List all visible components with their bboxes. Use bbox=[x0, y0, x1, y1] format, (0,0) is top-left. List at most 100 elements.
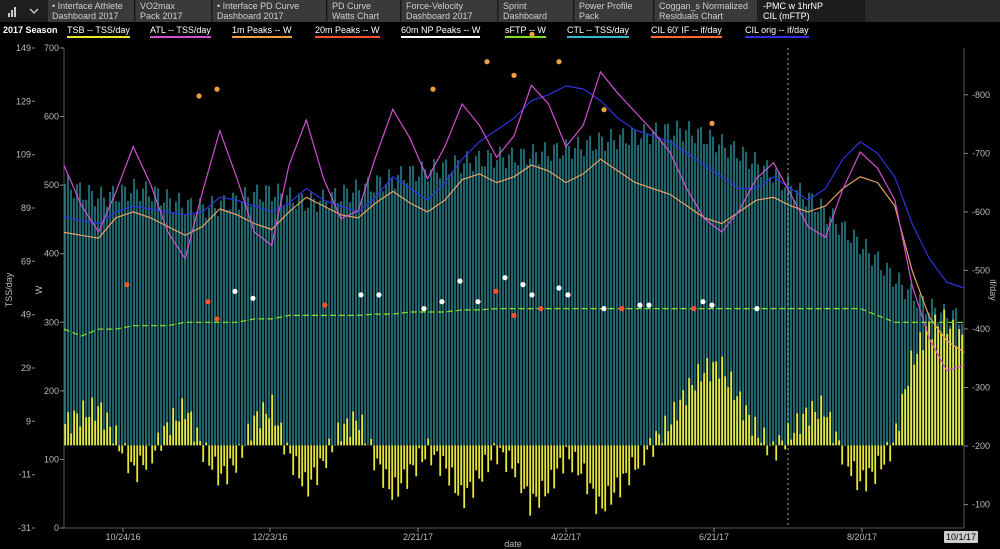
chart-menu-icon[interactable] bbox=[0, 0, 49, 22]
tsb-bar bbox=[220, 445, 223, 474]
tsb-bar bbox=[421, 445, 424, 463]
tsb-bar bbox=[949, 328, 952, 446]
ctl-bar bbox=[178, 192, 181, 446]
ctl-bar bbox=[739, 160, 742, 446]
tsb-bar bbox=[841, 445, 844, 465]
ctl-bar bbox=[409, 166, 412, 446]
peak-1m-point bbox=[484, 59, 490, 65]
tsb-bar bbox=[694, 390, 697, 446]
ctl-bar bbox=[283, 206, 286, 446]
tsb-bar bbox=[202, 445, 205, 462]
tab-7[interactable]: Power Profile Pack bbox=[575, 0, 654, 22]
peak-20m-point bbox=[214, 316, 220, 322]
legend-item-2[interactable]: ATL -- TSS/day bbox=[150, 25, 211, 38]
ctl-bar bbox=[520, 148, 523, 446]
ctl-bar bbox=[82, 199, 85, 446]
ctl-bar bbox=[667, 123, 670, 446]
legend-item-8[interactable]: CIL 60' IF -- if/day bbox=[651, 25, 722, 38]
tsb-bar bbox=[397, 445, 400, 497]
tsb-bar bbox=[103, 429, 106, 446]
tab-5[interactable]: Force-Velocity Dashboard 2017 bbox=[402, 0, 498, 22]
y-w-tick-label: 600 bbox=[44, 112, 59, 122]
tsb-bar bbox=[478, 445, 481, 479]
ctl-bar bbox=[88, 184, 91, 446]
tab-1[interactable]: • Interface Athlete Dashboard 2017 bbox=[48, 0, 135, 22]
tsb-bar bbox=[547, 445, 550, 494]
y-tss-tick-label: 149 bbox=[16, 43, 31, 53]
legend-item-1[interactable]: TSB -- TSS/day bbox=[67, 25, 130, 38]
ctl-bar bbox=[748, 168, 751, 446]
tsb-bar bbox=[241, 445, 244, 458]
ctl-bar bbox=[649, 144, 652, 446]
tsb-bar bbox=[799, 433, 802, 446]
tsb-bar bbox=[634, 445, 637, 470]
tsb-bar bbox=[631, 445, 634, 458]
tsb-bar bbox=[874, 445, 877, 484]
ctl-bar bbox=[874, 254, 877, 446]
tab-6[interactable]: Sprint Dashboard bbox=[499, 0, 574, 22]
tsb-bar bbox=[940, 332, 943, 446]
tsb-bar bbox=[652, 445, 655, 457]
ctl-bar bbox=[358, 190, 361, 446]
ctl-bar bbox=[349, 202, 352, 446]
ctl-bar bbox=[307, 207, 310, 446]
ctl-bar bbox=[604, 150, 607, 446]
tsb-bar bbox=[262, 402, 265, 446]
tab-4[interactable]: PD Curve Watts Chart bbox=[328, 0, 401, 22]
legend-swatch bbox=[651, 36, 722, 38]
tsb-bar bbox=[388, 445, 391, 490]
tab-9[interactable]: -PMC w 1hrNP CIL (mFTP) bbox=[759, 0, 865, 22]
tsb-bar bbox=[778, 435, 781, 446]
tsb-bar bbox=[454, 445, 457, 494]
tsb-bar bbox=[577, 445, 580, 476]
tab-3[interactable]: • Interface PD Curve Dashboard 2017 bbox=[213, 0, 327, 22]
tsb-bar bbox=[304, 445, 307, 473]
ctl-bar bbox=[526, 164, 529, 446]
tsb-bar bbox=[394, 445, 397, 478]
ctl-bar bbox=[313, 198, 316, 446]
legend-item-3[interactable]: 1m Peaks -- W bbox=[232, 25, 292, 38]
tab-8[interactable]: Coggan_s Normalized Residuals Chart bbox=[655, 0, 758, 22]
ctl-bar bbox=[583, 156, 586, 446]
tsb-bar bbox=[886, 441, 889, 446]
ctl-bar bbox=[880, 270, 883, 446]
tsb-bar bbox=[943, 309, 946, 446]
tsb-bar bbox=[610, 445, 613, 505]
tsb-bar bbox=[673, 401, 676, 446]
ctl-bar bbox=[205, 217, 208, 446]
tsb-bar bbox=[664, 415, 667, 446]
ctl-bar bbox=[607, 141, 610, 446]
ctl-bar bbox=[814, 211, 817, 446]
legend-item-5[interactable]: 60m NP Peaks -- W bbox=[401, 25, 481, 38]
cil-orig-line bbox=[63, 85, 965, 289]
tab-2[interactable]: VO2max Pack 2017 bbox=[136, 0, 212, 22]
ctl-bar bbox=[754, 152, 757, 446]
tsb-bar bbox=[373, 445, 376, 471]
x-tick-label: 2/21/17 bbox=[403, 532, 433, 542]
legend-item-6[interactable]: sFTP -- W bbox=[505, 25, 546, 38]
tsb-bar bbox=[592, 445, 595, 489]
tsb-bar bbox=[295, 445, 298, 457]
tsb-bar bbox=[772, 441, 775, 446]
tsb-bar bbox=[193, 441, 196, 446]
peak-20m-point bbox=[322, 302, 328, 308]
ctl-bar bbox=[571, 158, 574, 446]
ctl-bar bbox=[796, 190, 799, 446]
ctl-bar bbox=[337, 202, 340, 446]
ctl-bar bbox=[184, 214, 187, 446]
ctl-bar bbox=[826, 223, 829, 446]
y-tss-tick-label: 9 bbox=[26, 416, 31, 426]
ctl-bar bbox=[811, 193, 814, 446]
tsb-bar bbox=[742, 420, 745, 446]
legend-item-4[interactable]: 20m Peaks -- W bbox=[315, 25, 380, 38]
tsb-bar bbox=[502, 445, 505, 453]
legend-item-9[interactable]: CIL orig -- if/day bbox=[745, 25, 809, 38]
ctl-bar bbox=[838, 234, 841, 446]
ctl-bar bbox=[271, 201, 274, 446]
legend-item-7[interactable]: CTL -- TSS/day bbox=[567, 25, 630, 38]
ctl-bar bbox=[610, 128, 613, 446]
ctl-bar bbox=[481, 166, 484, 446]
ctl-bar bbox=[700, 127, 703, 446]
ctl-bar bbox=[346, 188, 349, 446]
ctl-bar bbox=[895, 283, 898, 446]
